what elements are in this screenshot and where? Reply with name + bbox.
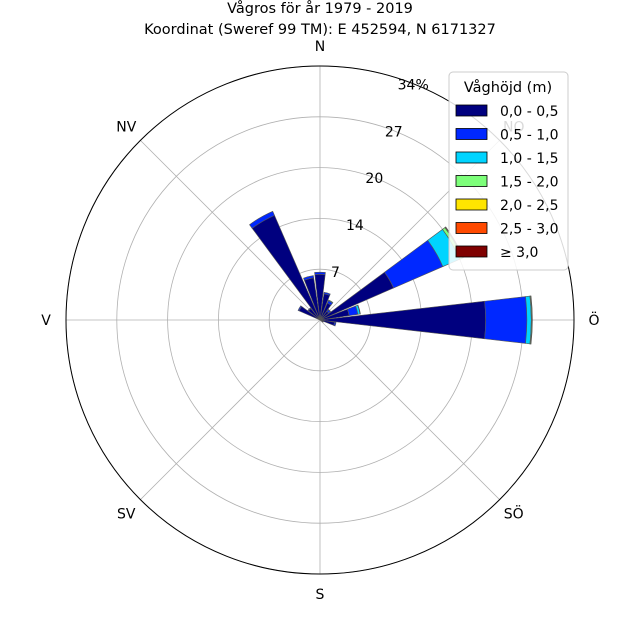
legend: Våghöjd (m) 0,0 - 0,5 0,5 - 1,0 1,0 - 1,5 1… xyxy=(448,71,569,271)
radial-tick-5: 34% xyxy=(398,77,429,93)
bar-dir45-bin3 xyxy=(327,308,332,313)
legend-title: Våghöjd (m) xyxy=(464,79,552,96)
legend-swatch-4 xyxy=(455,175,488,187)
bar-dir30-bin3 xyxy=(327,299,334,304)
legend-swatch-3 xyxy=(455,151,488,164)
direction-label-4: SÖ xyxy=(504,505,524,523)
bar-dir90-bin2 xyxy=(484,296,528,344)
direction-label-6: SV xyxy=(117,507,136,523)
grid-spoke-8 xyxy=(140,140,321,321)
bar-dir120-bin1 xyxy=(319,319,324,323)
legend-label-5: 2,0 - 2,5 xyxy=(500,198,558,214)
rose-bars xyxy=(249,210,533,345)
bar-dir330-bin1 xyxy=(251,214,321,321)
direction-label-3: Ö xyxy=(588,311,599,329)
direction-label-5: S xyxy=(316,587,325,603)
legend-swatch-6 xyxy=(455,222,488,234)
legend-label-3: 1,0 - 1,5 xyxy=(500,151,558,167)
legend-swatch-2 xyxy=(455,128,488,140)
legend-label-4: 1,5 - 2,0 xyxy=(500,175,558,191)
polar-frame xyxy=(65,65,575,575)
legend-label-6: 2,5 - 3,0 xyxy=(500,222,558,238)
radial-tick-4: 27 xyxy=(385,124,403,140)
legend-swatch-1 xyxy=(455,104,488,117)
radial-tick-2: 14 xyxy=(346,218,364,234)
bar-dir15-bin2 xyxy=(323,291,331,296)
grid-spoke-4 xyxy=(319,319,500,500)
radial-tick-labels: 7 14 20 27 34% xyxy=(331,77,429,281)
bar-dir345-bin2 xyxy=(303,275,315,281)
legend-frame xyxy=(448,71,569,271)
radial-tick-1: 7 xyxy=(331,265,340,281)
direction-label-8: NV xyxy=(116,119,136,135)
bar-dir330-bin2 xyxy=(249,210,275,229)
bar-dir105-bin2 xyxy=(333,321,337,327)
bar-dir90-bin5 xyxy=(530,295,533,345)
bar-dir75-bin4 xyxy=(357,304,361,315)
grid-spoke-6 xyxy=(140,319,321,500)
radial-tick-3: 20 xyxy=(365,171,383,187)
bar-dir0-bin2 xyxy=(314,271,326,275)
chart-title-line1: Vågros för år 1979 - 2019 xyxy=(227,0,413,17)
bar-dir315-bin2 xyxy=(307,307,312,312)
legend-label-7: ≥ 3,0 xyxy=(500,245,538,261)
legend-swatch-5 xyxy=(455,198,488,211)
direction-label-1: N xyxy=(315,39,325,55)
legend-label-1: 0,0 - 0,5 xyxy=(500,104,558,120)
legend-swatch-7 xyxy=(455,245,488,258)
chart-title-line2: Koordinat (Sweref 99 TM): E 452594, N 61… xyxy=(144,22,496,38)
direction-label-7: V xyxy=(41,313,51,329)
legend-label-2: 0,5 - 1,0 xyxy=(500,128,558,144)
bar-dir300-bin2 xyxy=(297,305,303,312)
